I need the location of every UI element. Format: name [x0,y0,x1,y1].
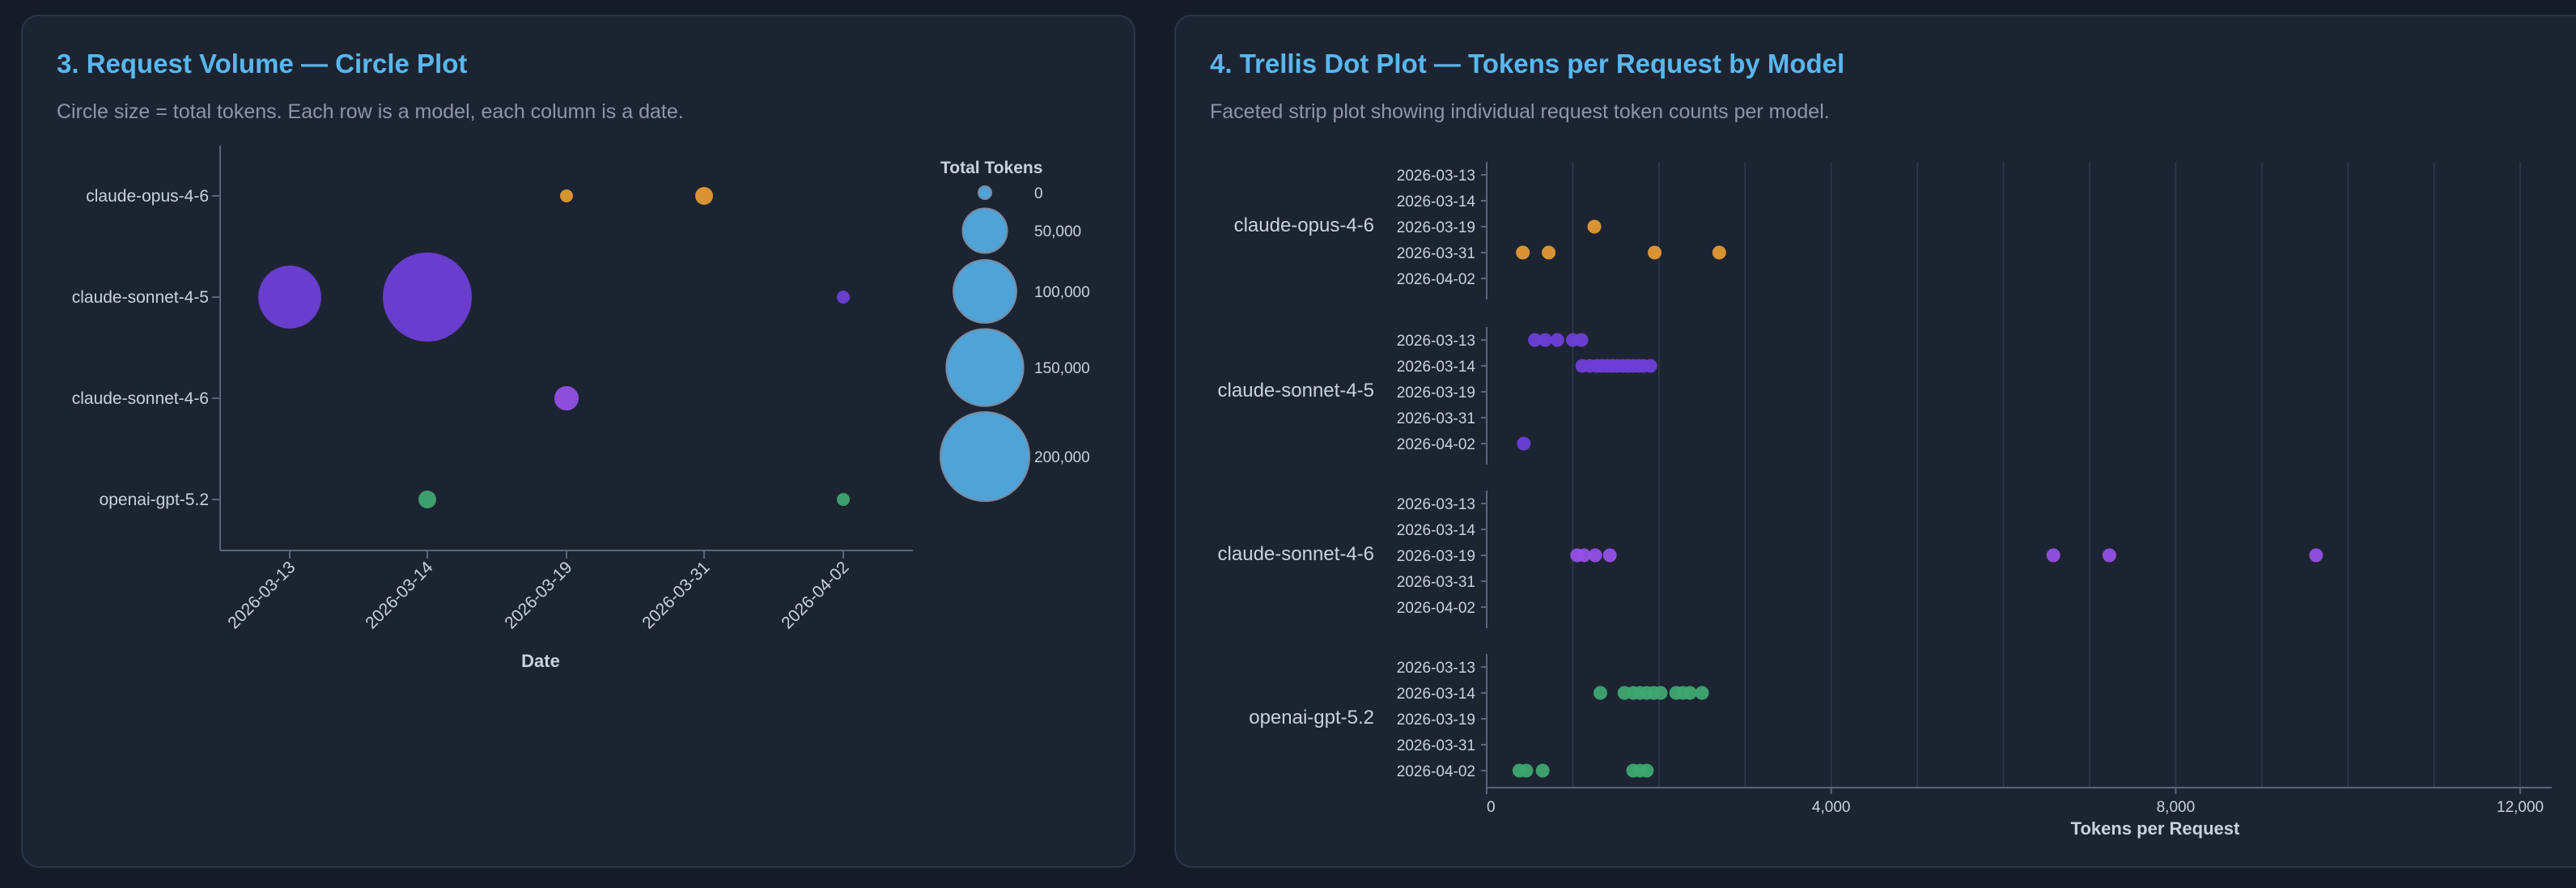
y-tick-label: claude-opus-4-6 [86,187,209,206]
facet-label: openai-gpt-5.2 [1249,707,1374,729]
legend-label: 200,000 [1034,449,1090,466]
bubble-mark [554,385,579,411]
y-tick-label: claude-sonnet-4-6 [72,389,209,408]
legend-label: 150,000 [1034,360,1090,377]
dot-mark [1535,763,1550,778]
x-tick-label: 8,000 [2157,799,2196,816]
legend-label: 0 [1034,185,1043,202]
y-tick-label: claude-sonnet-4-5 [72,288,209,307]
dot-mark [1577,548,1591,563]
dot-mark [1550,333,1564,347]
trellis-dot-plot-chart: claude-opus-4-6 2026-03-13 2026-03-14 2026-… [1218,162,2552,839]
y-tick-label: openai-gpt-5.2 [100,491,209,509]
y-tick-label: 2026-03-19 [1397,548,1475,565]
y-tick-label: 2026-03-19 [1397,385,1475,402]
y-tick-label: 2026-03-31 [1397,245,1475,262]
circle-plot-panel: 3. Request Volume — Circle Plot Circle s… [21,15,1135,868]
y-tick-label: 2026-03-13 [1397,660,1475,677]
dot-mark [1542,245,1556,260]
panel-title: 4. Trellis Dot Plot — Tokens per Request… [1210,49,1845,79]
y-tick-label: 2026-03-19 [1397,712,1475,729]
dot-mark [1587,219,1602,234]
x-tick-label: 2026-03-14 [362,558,436,632]
facet-label: claude-sonnet-4-5 [1218,380,1374,402]
x-tick-label: 2026-03-31 [639,558,713,632]
trellis-plot-panel: 4. Trellis Dot Plot — Tokens per Request… [1174,15,2576,868]
facet-label: claude-sonnet-4-6 [1218,543,1374,565]
y-tick-label: 2026-03-13 [1397,168,1475,185]
dot-mark [1519,763,1534,778]
y-tick-label: 2026-03-14 [1397,686,1476,703]
dot-mark [1643,359,1657,373]
x-tick-label: 12,000 [2497,799,2544,816]
bubble-mark [258,266,321,329]
dot-mark [1648,245,1662,260]
dot-mark [2102,548,2116,563]
y-tick-label: 2026-03-14 [1397,522,1476,539]
y-tick-label: 2026-04-02 [1397,271,1475,288]
x-axis-title: Tokens per Request [2071,818,2240,839]
x-tick-label: 0 [1487,799,1496,816]
x-tick-label: 2026-03-19 [501,558,575,632]
y-tick-label: 2026-04-02 [1397,600,1475,617]
y-tick-label: 2026-03-13 [1397,333,1475,350]
dot-mark [1528,333,1543,347]
dot-mark [1588,548,1602,563]
legend-label: 100,000 [1034,284,1090,301]
dot-mark [1683,686,1697,700]
bubble-mark [383,253,472,342]
y-tick-label: 2026-03-19 [1397,219,1475,236]
legend-label: 50,000 [1034,223,1081,240]
bubble-mark [418,491,436,508]
legend-size-circle [978,185,992,200]
dot-mark [1517,436,1531,451]
bubble-mark [837,493,850,506]
dot-mark [1574,333,1589,347]
dot-mark [2309,548,2323,563]
legend-size-circle [961,207,1008,254]
panel-title: 3. Request Volume — Circle Plot [57,49,468,79]
legend-size-circle [940,411,1030,502]
y-tick-label: 2026-04-02 [1397,436,1475,453]
panel-subtitle: Circle size = total tokens. Each row is … [57,100,684,123]
y-tick-label: 2026-03-31 [1397,737,1475,754]
dot-mark [1640,763,1654,778]
y-tick-label: 2026-03-31 [1397,574,1475,591]
bubble-mark [695,187,713,205]
dot-mark [1695,686,1709,700]
x-tick-label: 4,000 [1812,799,1851,816]
x-tick-label: 2026-03-13 [224,558,299,632]
y-tick-label: 2026-03-13 [1397,496,1475,513]
facet-label: claude-opus-4-6 [1234,215,1374,236]
dot-mark [1602,548,1617,563]
x-axis-title: Date [521,651,560,671]
legend-title: Total Tokens [940,159,1042,177]
x-tick-label: 2026-04-02 [778,558,852,632]
dot-mark [1538,333,1552,347]
bubble-mark [560,189,573,202]
y-tick-label: 2026-03-14 [1397,359,1476,376]
panel-subtitle: Faceted strip plot showing individual re… [1210,100,1830,123]
legend-size-circle [953,259,1017,324]
dot-mark [1712,245,1726,260]
dot-mark [2046,548,2060,563]
y-tick-label: 2026-03-14 [1397,193,1476,210]
y-tick-label: 2026-03-31 [1397,410,1475,427]
y-tick-label: 2026-04-02 [1397,763,1475,780]
dot-mark [1516,245,1530,260]
circle-plot-chart: claude-opus-4-6 claude-sonnet-4-5 claude-s… [72,146,1090,671]
bubble-mark [837,291,850,304]
legend-size-circle [945,328,1025,407]
dot-mark [1653,686,1668,700]
dot-mark [1593,686,1607,700]
